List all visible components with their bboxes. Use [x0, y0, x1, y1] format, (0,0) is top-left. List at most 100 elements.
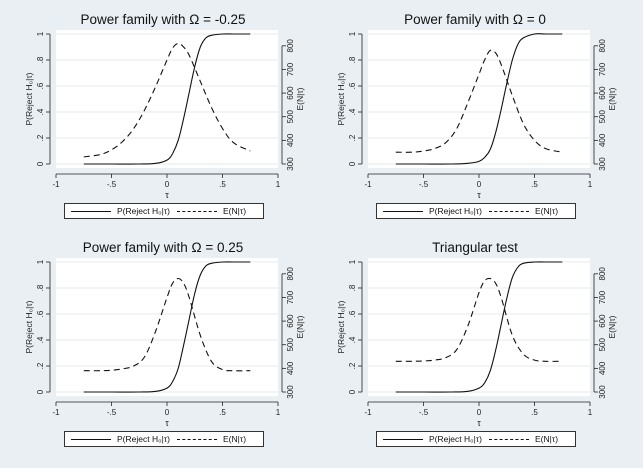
y-tick-label-right: 600 [598, 314, 607, 328]
legend-item: P(Reject H₀|τ) [71, 434, 170, 444]
chart-title: Triangular test [432, 240, 518, 255]
y-tick-label-left: 0 [36, 161, 45, 166]
legend-line-swatch [489, 438, 529, 440]
x-tick-label: .5 [219, 180, 226, 189]
plot-area [56, 258, 278, 396]
y-tick-label-left: 0 [36, 389, 45, 394]
legend: P(Reject H₀|τ) E(N|τ) [64, 431, 264, 447]
legend-label: P(Reject H₀|τ) [117, 434, 171, 444]
x-tick-label: 1 [276, 180, 281, 189]
y-tick-label-left: .8 [36, 284, 45, 291]
legend-line-swatch [383, 210, 423, 212]
x-tick-label: 0 [477, 180, 482, 189]
y-tick-label-left: .2 [36, 362, 45, 369]
chart-title: Power family with Ω = -0.25 [80, 12, 246, 27]
y-axis-label-left: P(Reject H₀|τ) [24, 300, 34, 353]
series-line-expected-n [395, 49, 563, 153]
y-tick-label-right: 700 [598, 290, 607, 304]
legend-line-swatch [177, 210, 217, 212]
y-tick-label-left: .4 [36, 108, 45, 115]
series-line-expected-n [395, 277, 563, 362]
series-line-reject-prob [83, 261, 251, 393]
y-axis-label-left: P(Reject H₀|τ) [24, 72, 34, 125]
y-axis-label-left: P(Reject H₀|τ) [336, 300, 346, 353]
y-tick-label-left: 1 [348, 259, 357, 264]
y-tick-label-right: 500 [286, 338, 295, 352]
y-tick-label-right: 800 [598, 267, 607, 281]
chart-panel: Power family with Ω = -0.25 0 .2 .4 .6 .8 1 300… [8, 12, 308, 224]
y-tick-label-right: 500 [286, 110, 295, 124]
legend-item: E(N|τ) [177, 206, 246, 216]
y-tick-label-left: 1 [36, 259, 45, 264]
plot-area [56, 30, 278, 168]
chart-panel: Triangular test 0 .2 .4 .6 .8 1 300 400 500 600 700… [320, 240, 620, 452]
y-tick-label-left: 1 [348, 31, 357, 36]
legend: P(Reject H₀|τ) E(N|τ) [376, 431, 576, 447]
x-tick-label: 1 [588, 408, 593, 417]
y-tick-label-left: .2 [348, 362, 357, 369]
y-tick-label-right: 300 [598, 385, 607, 399]
plot-area [368, 30, 590, 168]
y-tick-label-left: .6 [36, 82, 45, 89]
legend-item: P(Reject H₀|τ) [383, 434, 482, 444]
y-tick-label-right: 300 [598, 157, 607, 171]
x-axis-label: τ [165, 418, 169, 428]
y-tick-label-left: .8 [348, 56, 357, 63]
y-axis-label-left: P(Reject H₀|τ) [336, 72, 346, 125]
x-tick-label: 0 [165, 180, 170, 189]
x-tick-label: .5 [531, 408, 538, 417]
y-tick-label-left: .6 [348, 82, 357, 89]
x-tick-label: 0 [165, 408, 170, 417]
x-tick-label: -1 [364, 180, 372, 189]
y-tick-label-right: 500 [598, 338, 607, 352]
legend: P(Reject H₀|τ) E(N|τ) [64, 203, 264, 219]
y-tick-label-left: .8 [36, 56, 45, 63]
plot-area [368, 258, 590, 396]
y-tick-label-left: .6 [348, 310, 357, 317]
y-tick-label-left: .4 [348, 108, 357, 115]
y-tick-label-right: 800 [286, 267, 295, 281]
y-tick-label-right: 600 [286, 86, 295, 100]
y-tick-label-right: 400 [286, 133, 295, 147]
series-line-reject-prob [395, 33, 563, 165]
legend-line-swatch [383, 438, 423, 440]
y-axis-label-right: E(N|τ) [607, 87, 617, 110]
y-tick-label-right: 400 [286, 361, 295, 375]
x-tick-label: .5 [219, 408, 226, 417]
chart-panel: Power family with Ω = 0.25 0 .2 .4 .6 .8 1 300 4… [8, 240, 308, 452]
legend-label: E(N|τ) [535, 434, 559, 444]
x-axis-label: τ [477, 190, 481, 200]
y-tick-label-right: 400 [598, 361, 607, 375]
x-tick-label: 1 [276, 408, 281, 417]
y-tick-label-left: 1 [36, 31, 45, 36]
x-tick-label: -.5 [107, 180, 117, 189]
legend-label: E(N|τ) [535, 206, 559, 216]
legend-item: P(Reject H₀|τ) [71, 206, 170, 216]
y-axis-label-right: E(N|τ) [607, 315, 617, 338]
x-tick-label: -.5 [107, 408, 117, 417]
legend: P(Reject H₀|τ) E(N|τ) [376, 203, 576, 219]
x-tick-label: -.5 [419, 408, 429, 417]
y-axis-label-right: E(N|τ) [295, 315, 305, 338]
y-tick-label-left: .4 [36, 336, 45, 343]
legend-label: P(Reject H₀|τ) [429, 206, 483, 216]
y-tick-label-right: 600 [286, 314, 295, 328]
y-tick-label-right: 600 [598, 86, 607, 100]
legend-line-swatch [71, 210, 111, 212]
series-line-expected-n [83, 277, 251, 372]
chart-svg: 0 .2 .4 .6 .8 1 300 400 500 600 700 800 -1 -.5 0 .5 1 τ P(… [24, 258, 305, 428]
y-tick-label-right: 300 [286, 385, 295, 399]
y-tick-label-right: 700 [286, 290, 295, 304]
y-tick-label-left: .8 [348, 284, 357, 291]
y-axis-label-right: E(N|τ) [295, 87, 305, 110]
x-tick-label: 0 [477, 408, 482, 417]
chart-title: Power family with Ω = 0 [404, 12, 546, 27]
chart-title: Power family with Ω = 0.25 [82, 240, 244, 255]
y-tick-label-right: 300 [286, 157, 295, 171]
series-line-reject-prob [395, 261, 563, 393]
y-tick-label-left: .6 [36, 310, 45, 317]
y-tick-label-right: 700 [286, 62, 295, 76]
legend-label: P(Reject H₀|τ) [117, 206, 171, 216]
legend-label: P(Reject H₀|τ) [429, 434, 483, 444]
